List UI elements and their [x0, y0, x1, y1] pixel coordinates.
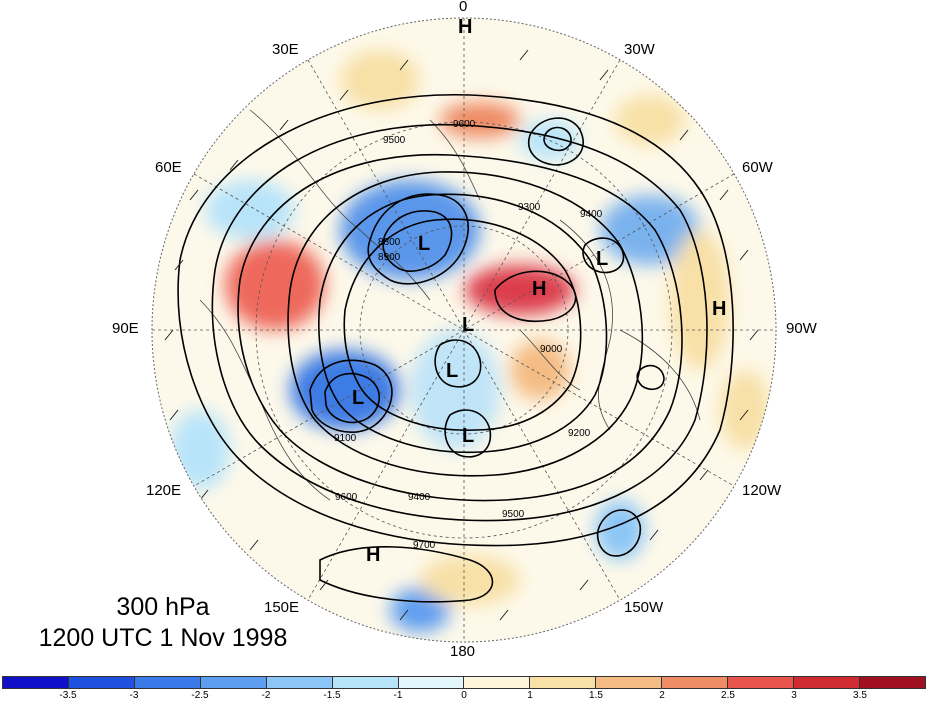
longitude-label: 180	[450, 643, 476, 660]
colorbar-label: -3	[129, 690, 139, 701]
longitude-label: 90W	[786, 320, 817, 337]
anomaly-positive	[465, 265, 575, 315]
contour-label: 9600	[335, 492, 358, 503]
pressure-center-group: H H H H L L L L L L	[352, 16, 726, 566]
colorbar-label: 1	[527, 690, 533, 701]
high-center: H	[458, 16, 472, 38]
contour-label: 9600	[453, 119, 476, 130]
contour-label: 9300	[518, 202, 541, 213]
colorbar-swatch	[134, 677, 201, 688]
anomaly-negative	[595, 500, 645, 560]
longitude-label: 120E	[146, 482, 182, 499]
colorbar-label: -1.5	[323, 690, 341, 701]
colorbar-swatch	[332, 677, 399, 688]
anomaly-negative	[205, 180, 295, 240]
colorbar-swatch	[464, 677, 531, 688]
anomaly-positive	[670, 230, 730, 370]
time-label: 1200 UTC 1 Nov 1998	[38, 624, 288, 652]
contour-label: 9500	[502, 509, 525, 520]
longitude-label: 150E	[264, 599, 300, 616]
anomaly-positive	[615, 95, 685, 145]
graticule	[152, 18, 776, 642]
longitude-label: 60W	[742, 159, 773, 176]
high-center: H	[366, 544, 380, 566]
colorbar-swatch	[200, 677, 267, 688]
colorbar-swatch	[398, 677, 465, 688]
low-center: L	[462, 314, 474, 336]
contour-label: 8800	[378, 237, 401, 248]
anomaly-positive	[340, 50, 420, 110]
colorbar-label: 2.5	[721, 690, 735, 701]
contour-label: 9500	[383, 135, 406, 146]
colorbar-label: -1	[393, 690, 403, 701]
anomaly-negative	[410, 330, 500, 450]
colorbar-label: 2	[659, 690, 665, 701]
colorbar	[2, 676, 926, 689]
colorbar-label: -2.5	[191, 690, 209, 701]
longitude-label: 60E	[155, 159, 182, 176]
longitude-label: 0	[459, 0, 468, 15]
contour-label: 8900	[378, 252, 401, 263]
anomaly-negative	[600, 195, 700, 265]
colorbar-swatch	[596, 677, 663, 688]
anomaly-negative	[390, 588, 450, 632]
anomaly-negative	[170, 410, 230, 490]
colorbar-label: 1.5	[589, 690, 603, 701]
low-center: L	[446, 360, 458, 382]
colorbar-swatch	[794, 677, 860, 688]
height-contours	[177, 94, 734, 603]
contour-label: 9400	[580, 209, 603, 220]
colorbar-swatch	[530, 677, 597, 688]
anomaly-positive	[510, 340, 570, 400]
colorbar-label: 3	[791, 690, 797, 701]
anomaly-positive	[420, 555, 520, 605]
contour-label: 9700	[413, 540, 436, 551]
colorbar-label: 0	[461, 690, 467, 701]
longitude-label: 30W	[624, 41, 655, 58]
contour-label: 9100	[334, 433, 357, 444]
low-center: L	[596, 248, 608, 270]
high-center: H	[712, 298, 726, 320]
low-center: L	[462, 425, 474, 447]
longitude-label: 120W	[742, 482, 782, 499]
colorbar-label: -2	[261, 690, 271, 701]
colorbar-swatch	[728, 677, 795, 688]
colorbar-swatch	[266, 677, 333, 688]
map-boundary	[151, 17, 777, 643]
contour-label: 9400	[408, 492, 431, 503]
colorbar-label: 3.5	[853, 690, 867, 701]
colorbar-swatch	[68, 677, 135, 688]
colorbar-label: -3.5	[59, 690, 77, 701]
low-center: L	[418, 233, 430, 255]
anomaly-positive	[225, 240, 325, 330]
low-center: L	[352, 387, 364, 409]
colorbar-swatch	[859, 677, 925, 688]
high-center: H	[532, 278, 546, 300]
contour-label: 9200	[568, 428, 591, 439]
colorbar-swatch	[3, 677, 69, 688]
contour-label: 9000	[540, 344, 563, 355]
colorbar-swatch	[662, 677, 729, 688]
contour-label-group: 9600 9500 9400 9300 9200 9100 9000 8900 …	[334, 119, 603, 551]
anomaly-positive	[720, 370, 770, 450]
longitude-label: 150W	[624, 599, 664, 616]
level-label: 300 hPa	[116, 593, 210, 621]
anomaly-positive	[440, 102, 520, 138]
anomaly-negative	[290, 350, 400, 430]
longitude-label: 90E	[112, 320, 139, 337]
wind-barbs	[164, 49, 759, 621]
longitude-label: 30E	[272, 41, 299, 58]
map-caption: 300 hPa 1200 UTC 1 Nov 1998	[18, 592, 308, 654]
